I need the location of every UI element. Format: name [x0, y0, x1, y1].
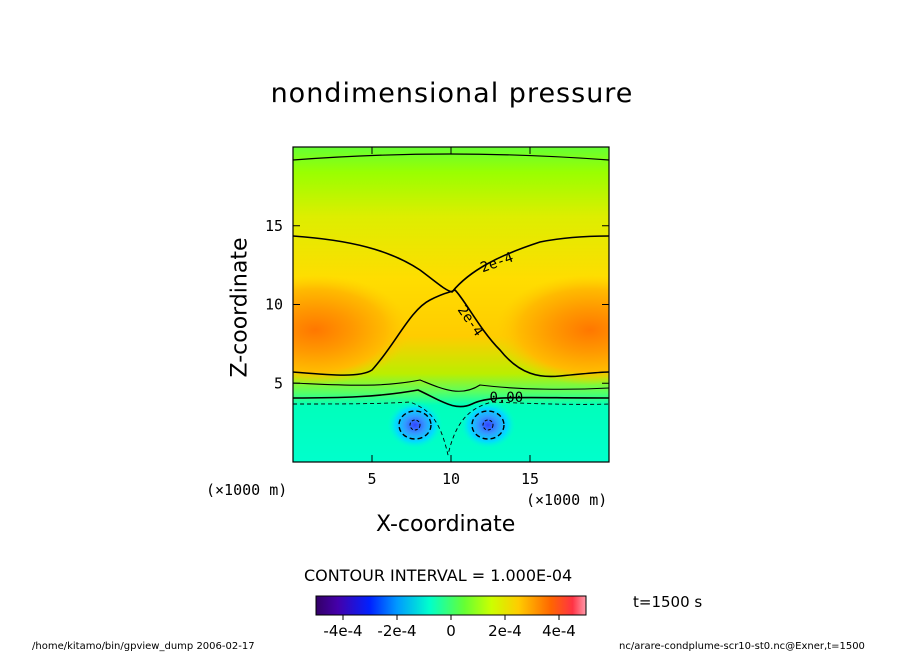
heatmap-field: 2e-42e-40.00 — [293, 147, 609, 462]
high-lobe-right — [495, 275, 609, 385]
footer-right-text: nc/arare-condplume-scr10-st0.nc@Exner,t=… — [619, 641, 865, 652]
contour-label: 0.00 — [489, 390, 523, 406]
contour-top — [293, 153, 609, 161]
colorbar-tick-label: -2e-4 — [377, 622, 417, 640]
x-unit-label-right: (×1000 m) — [526, 491, 608, 509]
x-tick-label: 5 — [367, 470, 376, 488]
colorbar-ticks — [342, 615, 560, 620]
contour-neg-1e-4 — [293, 401, 609, 456]
colorbar — [315, 595, 587, 616]
axis-ticks: 5 10 15 5 10 15 — [265, 147, 609, 488]
colorbar-tick-label: -4e-4 — [323, 622, 363, 640]
contour-lower-2e-4 — [293, 288, 609, 378]
y-tick-label: 15 — [265, 217, 283, 235]
colorbar-tick-label: 2e-4 — [488, 622, 522, 640]
contour-low-left-inner — [409, 419, 421, 431]
contour-low-right — [471, 410, 505, 440]
y-tick-label: 10 — [265, 296, 283, 314]
low-cell-right — [460, 401, 516, 449]
y-axis-label: Z-coordinate — [227, 237, 253, 378]
x-axis-label: X-coordinate — [376, 512, 516, 537]
low-cell-left — [387, 401, 443, 449]
contour-low-right-inner — [482, 419, 494, 431]
x-tick-label: 15 — [521, 470, 539, 488]
footer-left-text: /home/kitamo/bin/gpview_dump 2006-02-17 — [32, 641, 255, 652]
contour-zero — [293, 389, 609, 408]
time-label: t=1500 s — [633, 593, 703, 611]
y-tick-label: 5 — [274, 374, 283, 392]
colorbar-tick-label: 4e-4 — [542, 622, 576, 640]
x-tick-label: 10 — [442, 470, 460, 488]
x-unit-label-left: (×1000 m) — [206, 481, 288, 499]
contour-low-left — [398, 410, 432, 440]
contour-1e-4 — [293, 379, 609, 392]
colorbar-tick-label: 0 — [446, 622, 456, 640]
contour-interval-text: CONTOUR INTERVAL = 1.000E-04 — [304, 566, 573, 585]
chart-title: nondimensional pressure — [270, 78, 634, 109]
high-lobe-left — [293, 275, 410, 385]
